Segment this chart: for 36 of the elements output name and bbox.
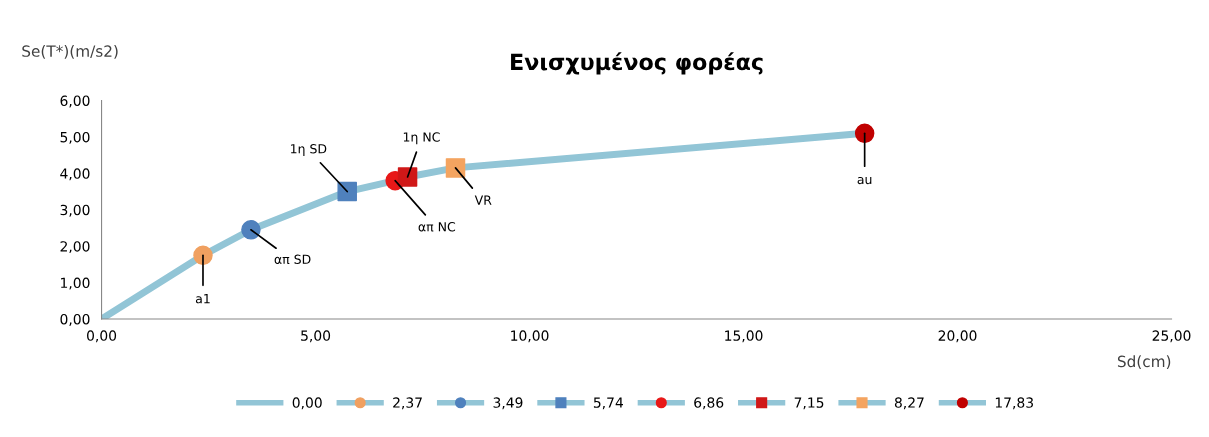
annotation: 1η NC <box>403 132 440 145</box>
x-tick-label: 25,00 <box>1152 330 1191 343</box>
y-axis-title: Se(T*)(m/s2) <box>22 45 118 59</box>
annotation: au <box>857 176 872 185</box>
annotation: απ NC <box>418 222 456 232</box>
legend-label: 0,00 <box>292 397 322 410</box>
legend-label: 6,86 <box>694 397 724 410</box>
annotation: απ SD <box>274 254 311 265</box>
annotation: 1η SD <box>291 144 327 156</box>
chart-title: Ενισχυμένος φορέας <box>511 52 763 75</box>
y-tick-label: 2,00 <box>60 241 90 254</box>
point <box>337 181 357 202</box>
x-tick-label: 10,00 <box>511 330 549 343</box>
y-tick-label: 5,00 <box>60 131 90 144</box>
point <box>397 167 418 187</box>
y-tick-label: 6,00 <box>60 95 90 108</box>
legend-label: 2,37 <box>393 397 422 410</box>
annotation: VR <box>474 195 492 205</box>
legend-label: 8,27 <box>894 397 924 410</box>
x-tick-label: 15,00 <box>725 330 763 343</box>
legend-label: 3,49 <box>493 397 523 410</box>
y-tick-label: 0,00 <box>60 313 90 326</box>
legend-label: 5,74 <box>593 397 624 410</box>
annotation: a1 <box>195 294 210 304</box>
y-tick-label: 4,00 <box>60 168 90 181</box>
x-axis-title: Sd(cm) <box>1117 355 1171 369</box>
point <box>854 123 875 144</box>
legend-label: 17,83 <box>995 397 1033 410</box>
point <box>445 158 466 178</box>
x-tick-label: 5,00 <box>301 330 331 343</box>
y-tick-label: 3,00 <box>60 204 90 217</box>
legend-label: 7,15 <box>794 397 824 410</box>
x-tick-label: 0,00 <box>87 330 117 343</box>
point <box>241 220 261 240</box>
x-tick-label: 20,00 <box>938 330 977 343</box>
y-tick-label: 1,00 <box>61 277 90 290</box>
